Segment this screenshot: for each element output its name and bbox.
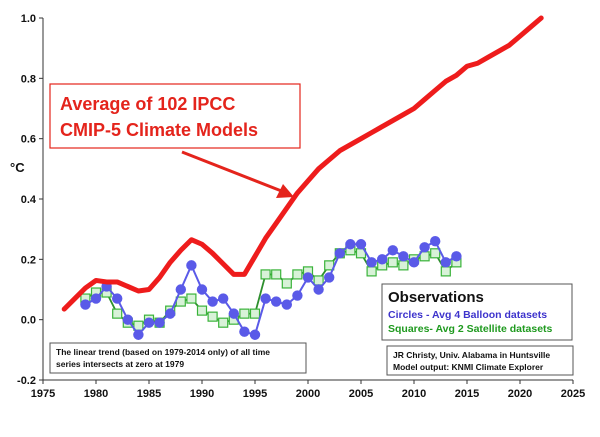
balloon-point [175,284,186,295]
credit-line-1: JR Christy, Univ. Alabama in Huntsville [393,350,550,360]
x-tick-label: 2010 [402,388,426,400]
balloon-point [398,251,409,262]
x-tick-label: 2020 [508,388,532,400]
x-tick-label: 1995 [243,388,267,400]
observations-legend: Observations Circles - Avg 4 Balloon dat… [381,283,573,341]
balloon-point [90,293,102,304]
x-tick-label: 1980 [84,388,108,400]
satellite-point [440,266,451,277]
legend-circles-label: Circles - Avg 4 Balloon datasets [388,309,547,321]
y-tick-label: 0.0 [21,315,36,327]
balloon-point [112,293,123,304]
x-tick-label: 1985 [137,388,161,400]
satellite-point [207,311,218,322]
model-callout: Average of 102 IPCC CMIP-5 Climate Model… [49,83,301,198]
satellite-point [271,269,282,280]
series-layer [61,15,544,340]
balloon-point [271,296,282,307]
balloon-point [292,290,303,301]
balloon-point [207,296,218,307]
balloon-point [196,284,208,295]
y-axis-ticks: -0.2 0.0 0.2 0.4 0.6 0.8 1.0 [17,13,43,387]
satellite-point [196,305,208,316]
satellite-point [218,317,229,328]
balloon-point [80,299,91,310]
balloon-point [377,254,388,265]
callout-arrowhead-icon [276,184,294,198]
y-axis-label: °C [10,160,25,175]
x-tick-label: 1990 [190,388,214,400]
y-tick-label: 0.4 [21,194,37,206]
satellite-point [249,308,261,319]
balloon-point [143,317,155,328]
trend-note-line-2: series intersects at zero at 1979 [56,359,184,369]
legend-squares-label: Squares- Avg 2 Satellite datasets [388,323,553,335]
balloon-point [249,329,261,340]
y-tick-label: 0.2 [21,254,36,266]
satellite-point [281,278,292,289]
balloon-point [334,248,345,259]
satellite-point [186,293,197,304]
callout-arrow [181,150,285,194]
satellite-point [366,266,377,277]
satellite-point [292,269,303,280]
balloon-point [133,329,144,340]
balloon-point [430,236,441,247]
satellite-point [430,248,441,259]
balloon-point [228,308,239,319]
series-model-mean [61,15,544,312]
balloon-point [122,314,133,325]
balloon-point [302,272,314,283]
y-tick-label: 0.8 [21,73,36,85]
x-tick-label: 2025 [561,388,585,400]
balloon-point [408,257,420,268]
x-tick-label: 2000 [296,388,320,400]
balloon-point [313,284,324,295]
x-tick-label: 2015 [455,388,479,400]
trend-note: The linear trend (based on 1979-2014 onl… [49,342,307,374]
balloon-point [165,308,176,319]
x-axis-ticks: 1975 1980 1985 1990 1995 2000 2005 2010 2015 2020… [31,380,585,400]
y-tick-label: 1.0 [21,13,36,25]
callout-line-2: CMIP-5 Climate Models [60,120,258,140]
satellite-point [112,308,123,319]
balloon-point [218,293,229,304]
balloon-point [355,239,367,250]
satellite-point [260,269,271,280]
callout-line-1: Average of 102 IPCC [60,94,235,114]
credit-note: JR Christy, Univ. Alabama in Huntsville … [386,345,574,376]
balloon-point [387,245,398,256]
satellite-point [398,260,409,271]
trend-note-line-1: The linear trend (based on 1979-2014 onl… [56,347,270,357]
x-tick-label: 2005 [349,388,373,400]
balloon-point [239,326,250,337]
satellite-point [313,275,324,286]
balloon-point [260,293,271,304]
balloon-point [324,272,335,283]
legend-title: Observations [388,289,484,306]
legend-box [381,283,573,341]
y-tick-label: 0.6 [21,134,36,146]
series-balloon [80,236,462,340]
balloon-point [451,251,462,262]
credit-box [386,345,574,376]
x-tick-label: 1975 [31,388,55,400]
y-tick-label: -0.2 [17,375,36,387]
balloon-point [366,257,377,268]
balloon-point [281,299,292,310]
balloon-point [440,257,451,268]
satellite-point [239,308,250,319]
balloon-point [154,317,165,328]
model-mean-line [61,15,544,312]
balloon-point [345,239,356,250]
trend-note-box [49,342,307,374]
credit-line-2: Model output: KNMI Climate Explorer [393,362,544,372]
balloon-point [419,242,430,253]
satellite-point [387,257,398,268]
balloon-point [186,260,197,271]
callout-box [49,83,301,149]
